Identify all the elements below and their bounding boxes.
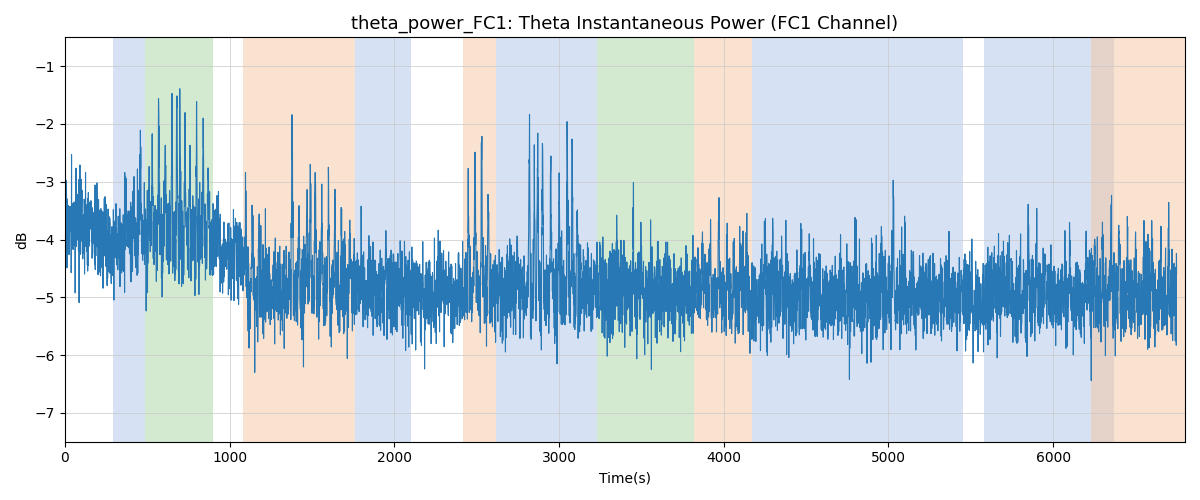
Bar	[984, 38, 1114, 442]
X-axis label: Time(s): Time(s)	[599, 471, 650, 485]
Bar	[1091, 38, 1186, 442]
Bar	[751, 38, 962, 442]
Bar	[497, 38, 578, 442]
Bar	[694, 38, 751, 442]
Bar	[578, 38, 596, 442]
Title: theta_power_FC1: Theta Instantaneous Power (FC1 Channel): theta_power_FC1: Theta Instantaneous Pow…	[352, 15, 899, 34]
Bar	[145, 38, 214, 442]
Y-axis label: dB: dB	[16, 230, 29, 249]
Bar	[113, 38, 145, 442]
Bar	[463, 38, 497, 442]
Bar	[242, 38, 355, 442]
Bar	[355, 38, 410, 442]
Bar	[596, 38, 694, 442]
